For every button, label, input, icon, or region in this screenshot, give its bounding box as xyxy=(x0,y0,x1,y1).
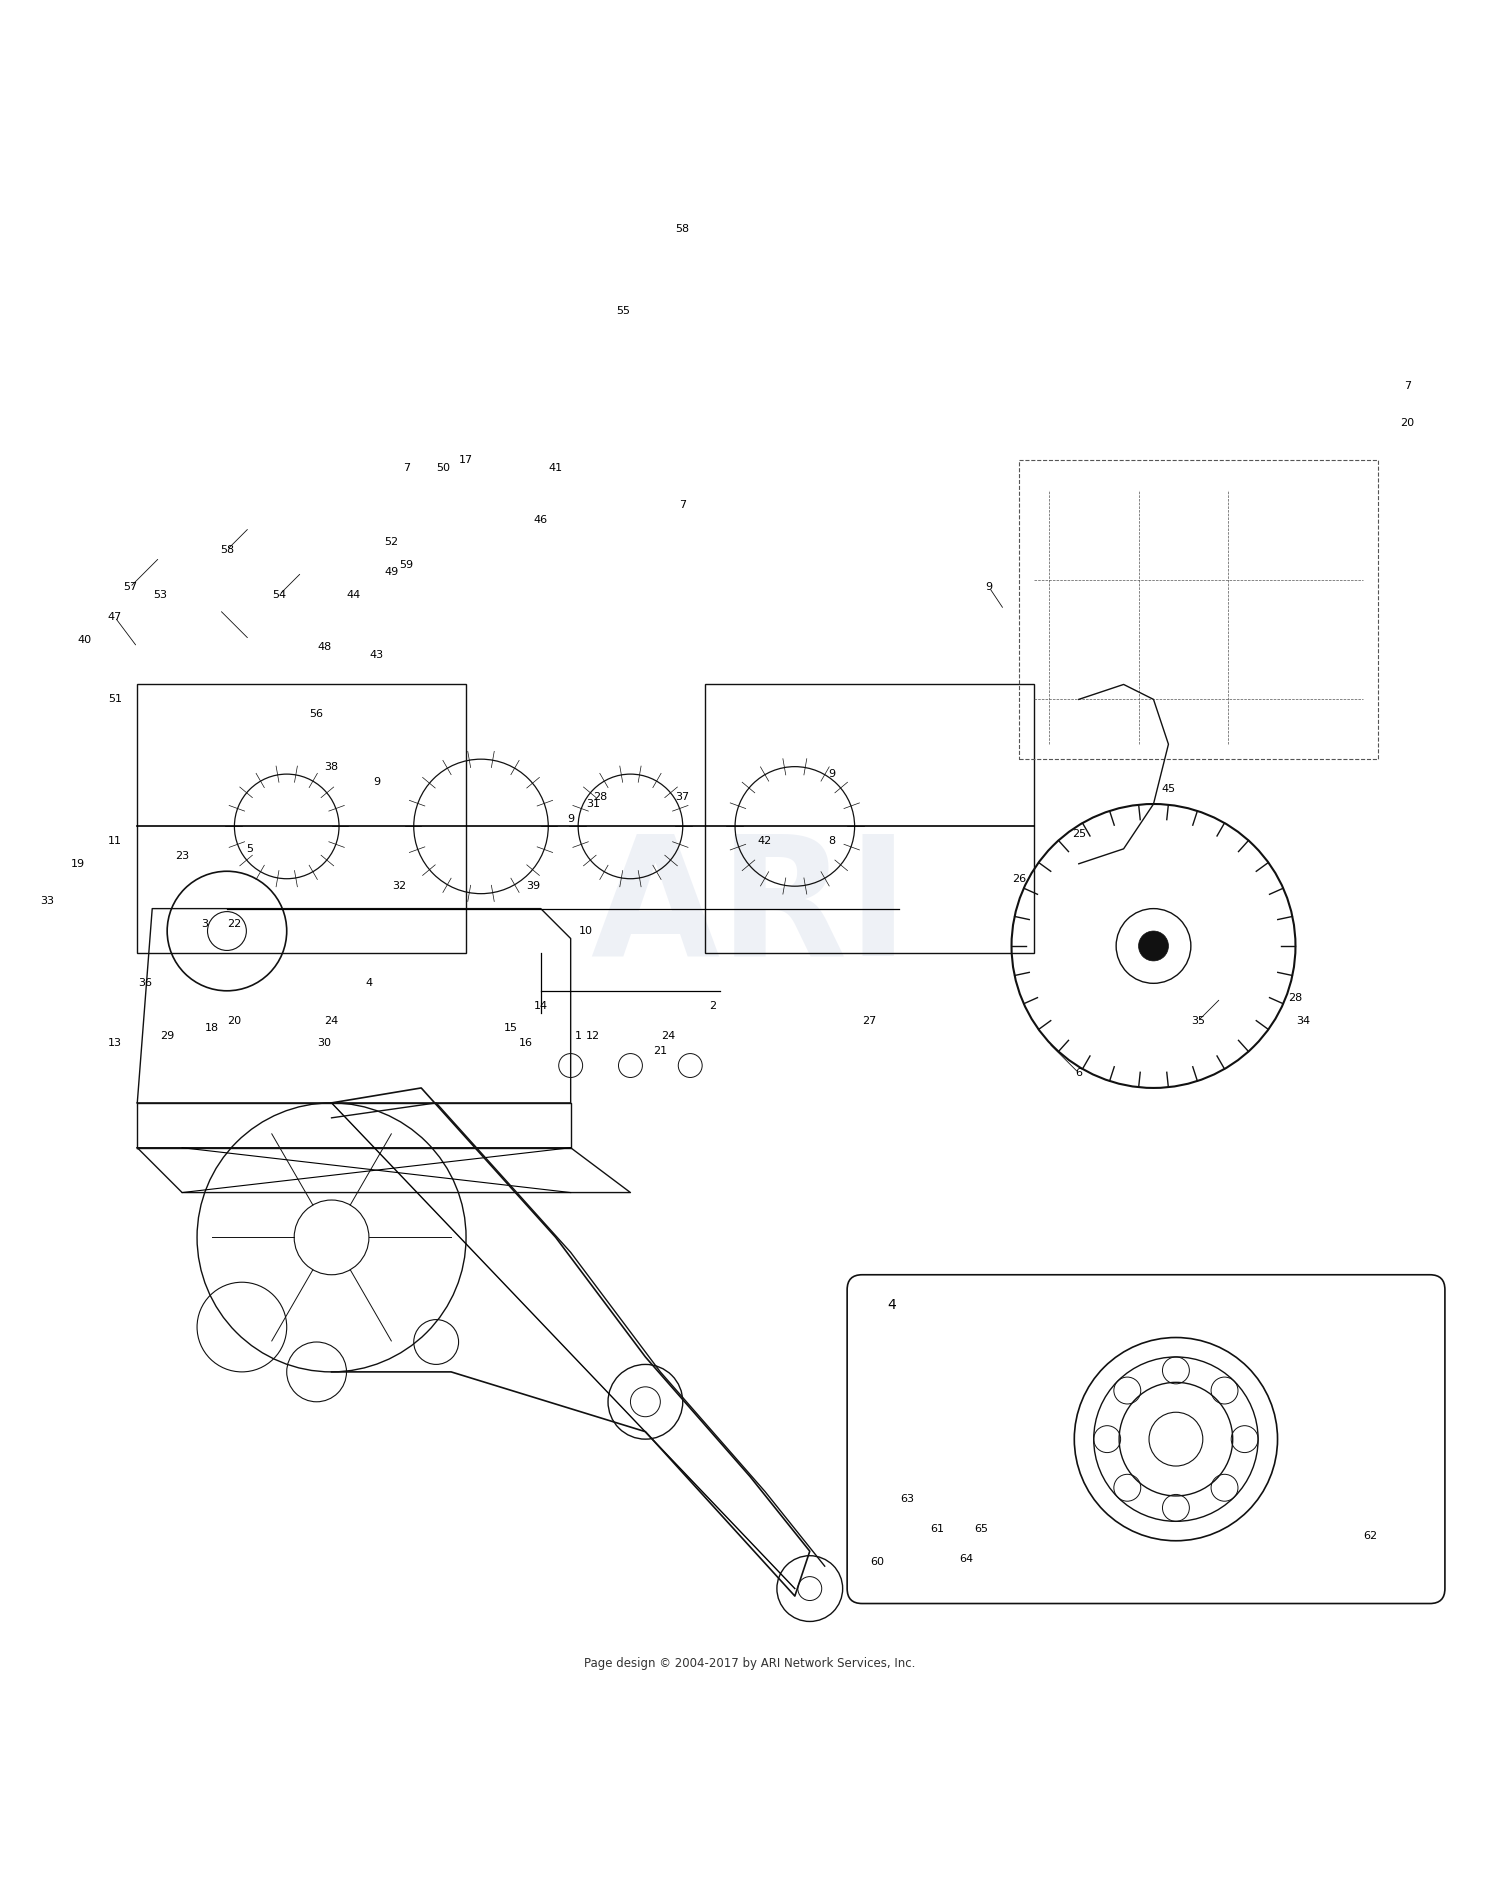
Text: 44: 44 xyxy=(346,589,362,601)
Text: 5: 5 xyxy=(246,845,254,854)
Text: Page design © 2004-2017 by ARI Network Services, Inc.: Page design © 2004-2017 by ARI Network S… xyxy=(585,1657,915,1671)
Text: 35: 35 xyxy=(1191,1015,1206,1025)
Text: 56: 56 xyxy=(309,710,324,719)
Text: 31: 31 xyxy=(586,800,600,809)
Text: 39: 39 xyxy=(526,880,540,892)
Text: 29: 29 xyxy=(160,1030,174,1040)
Text: 62: 62 xyxy=(1364,1532,1377,1541)
Text: 13: 13 xyxy=(108,1038,122,1047)
Text: 10: 10 xyxy=(579,925,592,937)
Text: 37: 37 xyxy=(675,792,690,801)
Text: 47: 47 xyxy=(108,612,122,621)
Text: 58: 58 xyxy=(220,544,234,556)
Text: 3: 3 xyxy=(201,918,208,929)
Text: 7: 7 xyxy=(402,464,410,473)
Text: 24: 24 xyxy=(660,1030,675,1040)
Text: 12: 12 xyxy=(586,1030,600,1040)
Bar xyxy=(705,685,1034,954)
Text: 38: 38 xyxy=(324,762,339,771)
Text: 7: 7 xyxy=(680,499,687,511)
Text: 20: 20 xyxy=(228,1015,242,1025)
Text: 1: 1 xyxy=(574,1030,582,1040)
Text: 43: 43 xyxy=(369,649,384,659)
Text: 20: 20 xyxy=(1401,419,1414,428)
Text: 11: 11 xyxy=(108,837,122,847)
Text: 57: 57 xyxy=(123,582,136,593)
Text: 63: 63 xyxy=(900,1494,914,1503)
Text: 49: 49 xyxy=(384,567,399,578)
Text: 45: 45 xyxy=(1161,785,1176,794)
Text: 52: 52 xyxy=(384,537,399,548)
Text: 59: 59 xyxy=(399,559,414,571)
Text: 4: 4 xyxy=(366,978,372,989)
Text: ARI: ARI xyxy=(591,828,909,989)
Text: 17: 17 xyxy=(459,456,472,465)
Text: 53: 53 xyxy=(153,589,166,601)
Text: 9: 9 xyxy=(567,815,574,824)
Text: 42: 42 xyxy=(758,837,772,847)
Text: 64: 64 xyxy=(960,1554,974,1564)
Text: 9: 9 xyxy=(374,777,380,786)
Text: 18: 18 xyxy=(206,1023,219,1032)
Text: 36: 36 xyxy=(138,978,152,989)
Text: 32: 32 xyxy=(392,880,406,892)
Text: 54: 54 xyxy=(272,589,286,601)
Text: 55: 55 xyxy=(616,306,630,315)
Text: 25: 25 xyxy=(1071,830,1086,839)
Text: 40: 40 xyxy=(78,634,92,644)
Text: 24: 24 xyxy=(324,1015,339,1025)
Text: 19: 19 xyxy=(70,860,84,869)
Text: 28: 28 xyxy=(594,792,608,801)
Text: 61: 61 xyxy=(930,1524,944,1534)
Text: 8: 8 xyxy=(828,837,836,847)
Text: 7: 7 xyxy=(1404,381,1411,390)
Text: 26: 26 xyxy=(1013,873,1026,884)
Text: 48: 48 xyxy=(316,642,332,651)
Text: 16: 16 xyxy=(519,1038,532,1047)
Text: 15: 15 xyxy=(504,1023,518,1032)
Text: 9: 9 xyxy=(986,582,993,593)
Text: 65: 65 xyxy=(975,1524,988,1534)
Text: 60: 60 xyxy=(870,1556,883,1567)
Text: 28: 28 xyxy=(1288,993,1302,1004)
Text: 58: 58 xyxy=(675,223,690,233)
Text: 46: 46 xyxy=(534,514,548,526)
Text: 6: 6 xyxy=(1076,1068,1083,1077)
Text: 14: 14 xyxy=(534,1000,548,1010)
Text: 21: 21 xyxy=(654,1045,668,1055)
Bar xyxy=(138,685,466,954)
Text: 30: 30 xyxy=(316,1038,332,1047)
Text: 27: 27 xyxy=(862,1015,876,1025)
Text: 23: 23 xyxy=(176,852,189,862)
Text: 2: 2 xyxy=(710,1000,716,1010)
Text: 41: 41 xyxy=(549,464,562,473)
Text: 34: 34 xyxy=(1296,1015,1310,1025)
Text: 22: 22 xyxy=(228,918,242,929)
Circle shape xyxy=(1138,931,1168,961)
Text: 51: 51 xyxy=(108,694,122,704)
Text: 50: 50 xyxy=(436,464,450,473)
Text: 9: 9 xyxy=(828,770,836,779)
Text: 4: 4 xyxy=(888,1297,897,1312)
Text: 33: 33 xyxy=(40,895,54,907)
